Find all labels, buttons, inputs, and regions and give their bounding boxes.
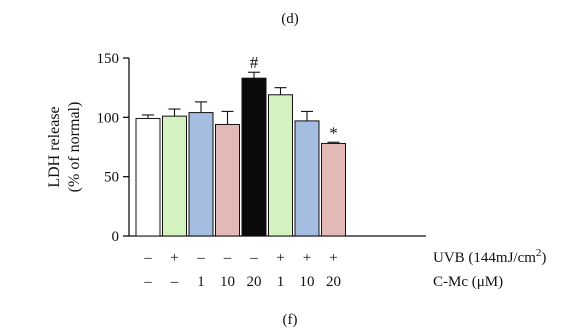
error-bars: [142, 71, 340, 144]
y-tick-label: 50: [104, 170, 119, 186]
cmc-cell: 1: [277, 274, 285, 290]
cmc-cell: –: [143, 274, 152, 290]
panel-label-d: (d): [281, 11, 299, 27]
y-axis-label-line1: LDH release: [46, 106, 63, 187]
bar: [135, 118, 161, 237]
uvb-row-label-sup: 2: [536, 247, 542, 259]
bar: [188, 112, 214, 237]
y-axis-label: LDH release (% of normal): [46, 102, 83, 193]
uvb-cell: +: [170, 250, 178, 266]
y-tick-label: 100: [97, 110, 120, 126]
uvb-cell: –: [249, 250, 258, 266]
bar: [294, 120, 320, 237]
cmc-cell: 20: [326, 274, 341, 290]
bar: [321, 142, 346, 237]
cmc-row-label: C-Mc (μM): [433, 274, 503, 290]
cmc-cell: 10: [300, 274, 315, 290]
cmc-cell: –: [170, 274, 179, 290]
cmc-cell: 1: [197, 274, 205, 290]
y-axis-label-line2: (% of normal): [66, 102, 83, 193]
uvb-cell: –: [196, 250, 205, 266]
uvb-cell: –: [223, 250, 232, 266]
uvb-cell: +: [276, 250, 284, 266]
bar: [162, 115, 187, 237]
panel-label-f: (f): [283, 312, 298, 328]
y-tick-label: 150: [97, 51, 120, 67]
uvb-cell: –: [143, 250, 152, 266]
annotations: #*: [250, 53, 338, 142]
bar: [215, 123, 240, 237]
cmc-cell: 20: [247, 274, 262, 290]
cmc-cell: 10: [220, 274, 235, 290]
significance-marker: *: [329, 123, 338, 142]
uvb-row-label-suffix: ): [541, 250, 546, 266]
bar: [268, 94, 293, 237]
uvb-row-label: UVB (144mJ/cm2): [433, 247, 546, 266]
bar: [241, 77, 267, 237]
uvb-cell: +: [303, 250, 311, 266]
treatment-rows: ––+––1–10–20+1+10+20: [143, 250, 341, 290]
uvb-cell: +: [329, 250, 337, 266]
y-tick-label: 0: [112, 229, 120, 245]
y-ticks: 0 50 100 150: [97, 51, 129, 245]
bars: [135, 77, 346, 237]
significance-marker: #: [250, 53, 259, 72]
uvb-row-label-prefix: UVB (144mJ/cm: [433, 250, 536, 266]
